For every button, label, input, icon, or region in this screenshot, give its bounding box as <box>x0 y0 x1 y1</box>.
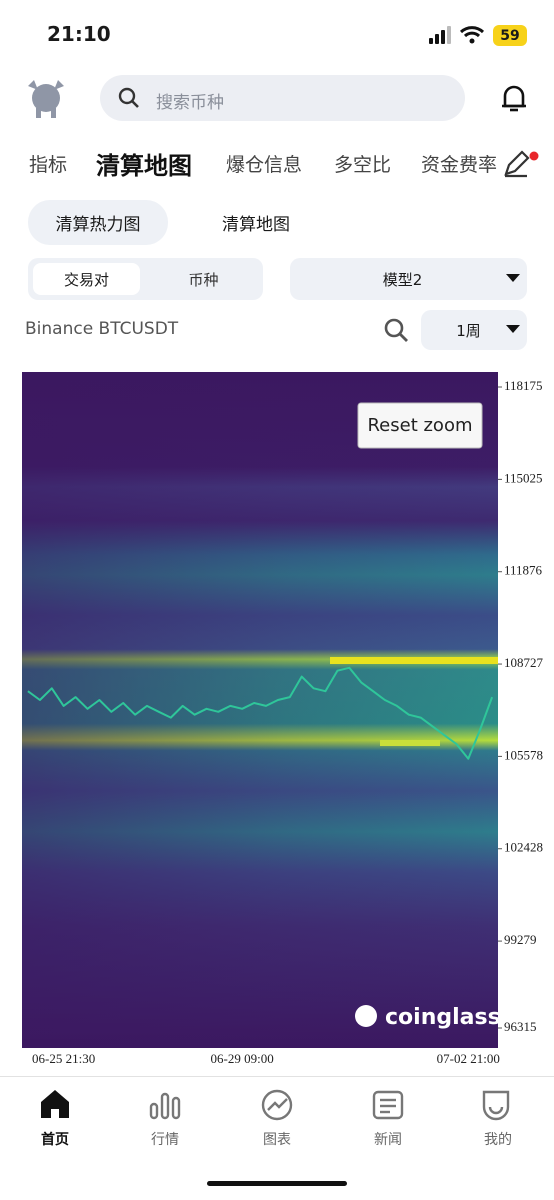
sub-tab[interactable]: 清算地图 <box>222 215 290 235</box>
toggle-option-active[interactable]: 交易对 <box>33 263 140 295</box>
model-select-value: 模型2 <box>382 270 423 289</box>
y-tick-label: 115025 <box>504 470 543 485</box>
tab[interactable]: 爆仓信息 <box>226 154 303 176</box>
y-tick-label: 105578 <box>504 747 543 762</box>
tab[interactable]: 多空比 <box>334 154 392 176</box>
x-tick-label: 06-25 21:30 <box>32 1051 95 1066</box>
nav-item[interactable]: 我的 <box>484 1132 512 1148</box>
status-time: 21:10 <box>47 22 111 46</box>
tab-bar: 指标 清算地图 爆仓信息 多空比 资金费率 <box>0 140 500 190</box>
liquidation-heatmap: Reset zoom coinglass 118175 115025 111876 1… <box>22 372 544 1066</box>
edit-icon[interactable] <box>503 148 543 178</box>
period-select-value: 1周 <box>456 321 481 340</box>
app-logo[interactable] <box>24 76 68 120</box>
nav-divider <box>0 1076 554 1077</box>
y-tick-label: 108727 <box>504 655 544 670</box>
price-line <box>27 666 494 760</box>
status-icons <box>429 25 527 46</box>
dropdown-arrow <box>506 325 520 333</box>
dropdown-arrow <box>506 274 520 282</box>
sub-tab-active[interactable]: 清算热力图 <box>28 200 168 245</box>
watermark-logo <box>355 1005 377 1027</box>
nav-item[interactable]: 新闻 <box>374 1132 402 1148</box>
nav-item-active[interactable]: 首页 <box>41 1132 69 1148</box>
x-tick-label: 06-29 09:00 <box>211 1051 274 1066</box>
plot-layer <box>27 666 494 760</box>
y-tick-label: 111876 <box>504 563 543 578</box>
nav-item[interactable]: 行情 <box>151 1132 179 1148</box>
toggle-option[interactable]: 币种 <box>188 270 219 289</box>
heatmap-shade <box>22 372 498 1048</box>
symbol-label: Binance BTCUSDT <box>25 319 179 339</box>
y-tick-label: 118175 <box>504 378 543 393</box>
period-select[interactable]: 1周 <box>421 310 527 350</box>
reset-zoom-button[interactable] <box>357 402 483 449</box>
search-box[interactable]: 搜索币种 <box>100 75 465 121</box>
watermark: coinglass <box>385 1005 501 1030</box>
nav-item[interactable]: 图表 <box>263 1132 291 1148</box>
nav-icons <box>41 1089 510 1121</box>
x-tick-label: 07-02 21:00 <box>437 1051 500 1066</box>
tab-active[interactable]: 清算地图 <box>96 152 192 180</box>
search-icon <box>118 87 139 108</box>
y-tick-label: 99279 <box>504 932 537 947</box>
bell-icon[interactable] <box>500 82 528 114</box>
tab[interactable]: 指标 <box>29 154 68 176</box>
home-indicator <box>207 1181 347 1186</box>
battery-level: 59 <box>500 27 520 44</box>
model-select[interactable]: 模型2 <box>290 258 527 300</box>
symbol-search-icon[interactable] <box>384 318 410 344</box>
reset-zoom-label: Reset zoom <box>367 415 472 436</box>
y-tick-label: 96315 <box>504 1019 537 1034</box>
heat-line <box>330 657 498 664</box>
search-placeholder: 搜索币种 <box>156 93 224 113</box>
y-tick-label: 102428 <box>504 840 543 855</box>
heat-line <box>380 740 440 746</box>
tab[interactable]: 资金费率 <box>421 154 498 176</box>
